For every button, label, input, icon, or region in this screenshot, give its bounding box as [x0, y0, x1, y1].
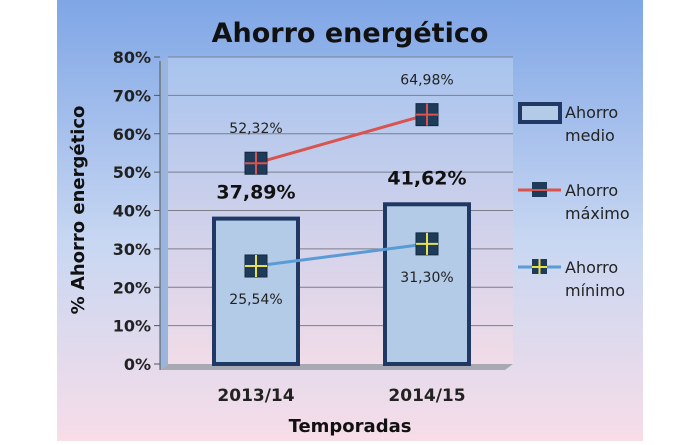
y-tick-label: 40%: [113, 202, 151, 221]
series-line: [255, 242, 428, 268]
y-tick-label: 10%: [113, 317, 151, 336]
x-tick-label: 2013/14: [217, 386, 294, 406]
axes-layer: 0% 10% 20% 30% 40% 50% 60% 70% 80% 2013/14 2014/15: [113, 48, 466, 406]
legend-label-minimo-line1: Ahorro: [565, 258, 618, 277]
lines-layer: [244, 103, 439, 278]
legend-label-medio-line2: medio: [565, 126, 615, 145]
point-data-label: 52,32%: [229, 121, 282, 137]
labels-layer: 37,89% 41,62% 52,32% 64,98% 25,54% 31,30%: [216, 73, 466, 308]
bars-layer: [212, 202, 471, 366]
bar-data-label: 41,62%: [387, 167, 466, 189]
y-tick-label: 70%: [113, 86, 151, 105]
bar: [383, 202, 471, 366]
y-tick-label: 80%: [113, 48, 151, 67]
y-tick-label: 60%: [113, 125, 151, 144]
legend-swatch-medio: [518, 102, 562, 124]
y-tick-label: 30%: [113, 240, 151, 259]
bar: [212, 216, 300, 366]
legend-label-maximo-line2: máximo: [565, 204, 630, 223]
series-line: [255, 113, 428, 165]
chart-title: Ahorro energético: [212, 18, 489, 49]
plot-side-wall: [160, 57, 168, 370]
x-axis-title: Temporadas: [289, 416, 412, 437]
legend-label-medio-line1: Ahorro: [565, 103, 618, 122]
point-data-label: 64,98%: [400, 73, 453, 89]
legend-label-maximo-line1: Ahorro: [565, 181, 618, 200]
x-tick-label: 2014/15: [388, 386, 465, 406]
y-tick-label: 50%: [113, 163, 151, 182]
point-data-label: 25,54%: [229, 292, 282, 308]
data-point-marker: [415, 232, 439, 256]
bar-data-label: 37,89%: [216, 182, 295, 204]
data-point-marker: [244, 151, 268, 175]
y-axis-title: % Ahorro energético: [68, 106, 89, 315]
data-point-marker: [415, 103, 439, 127]
legend-label-minimo-line2: mínimo: [565, 281, 625, 300]
y-tick-label: 20%: [113, 278, 151, 297]
y-tick-label: 0%: [124, 355, 151, 374]
data-point-marker: [244, 254, 268, 278]
point-data-label: 31,30%: [400, 270, 453, 286]
legend: Ahorro medio Ahorro máximo Ahorro mínimo: [518, 102, 630, 300]
